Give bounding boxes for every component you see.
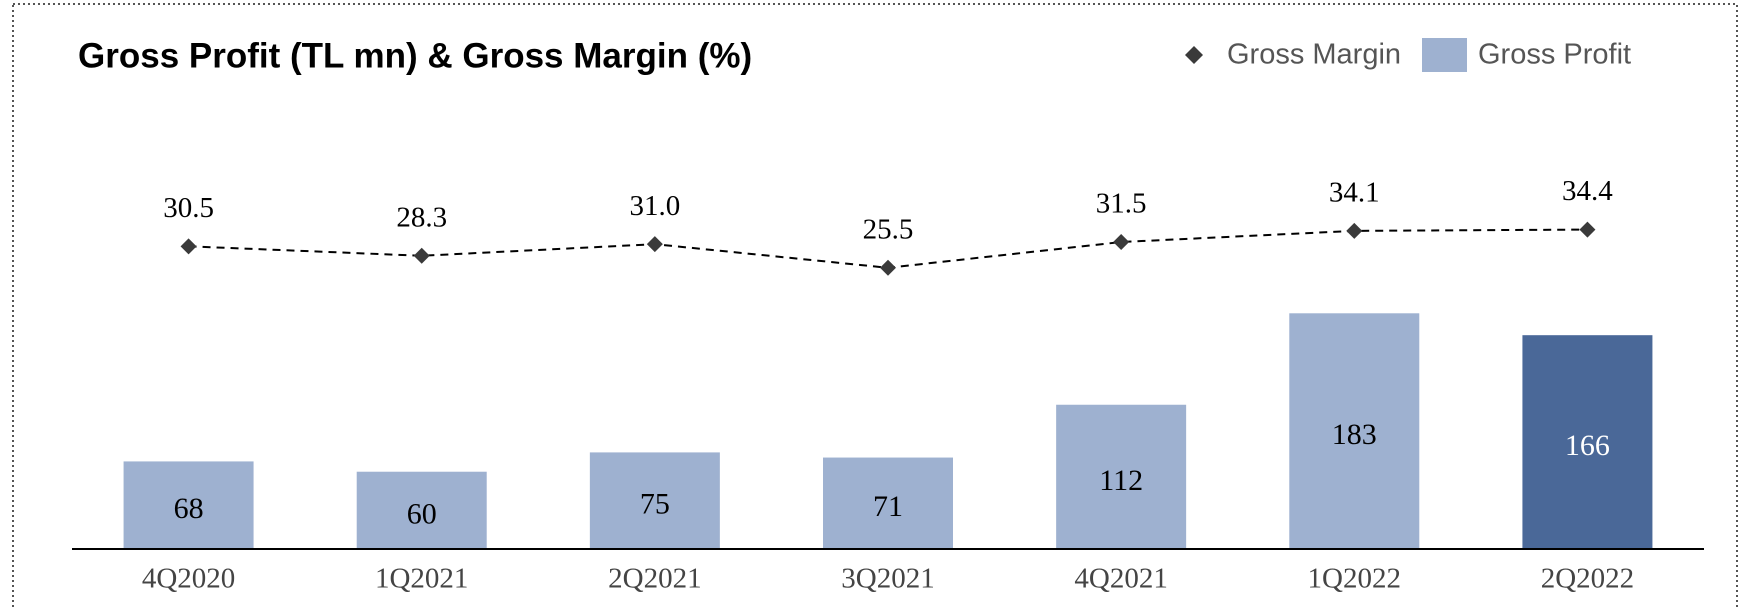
bar (356, 471, 487, 549)
chart-title: Gross Profit (TL mn) & Gross Margin (%) (78, 36, 752, 75)
margin-label: 31.5 (1096, 188, 1147, 220)
x-tick-label: 2Q2022 (1541, 563, 1634, 595)
margin-label: 25.5 (863, 213, 914, 245)
bar (123, 461, 254, 549)
x-tick-label: 3Q2021 (841, 563, 934, 595)
margin-label: 31.0 (629, 190, 680, 222)
margin-marker (646, 236, 663, 253)
legend-swatch (1422, 38, 1467, 72)
x-tick-label: 1Q2021 (375, 563, 468, 595)
margin-marker (413, 247, 430, 264)
margin-marker (1579, 221, 1596, 238)
margin-marker (880, 259, 896, 276)
bar-label: 183 (1332, 418, 1377, 451)
margin-marker (180, 238, 197, 255)
margin-marker (1346, 222, 1363, 239)
x-tick-label: 1Q2022 (1308, 563, 1401, 595)
bar (1289, 313, 1420, 549)
legend-marker (1185, 46, 1203, 64)
x-tick-label: 4Q2020 (142, 563, 235, 595)
x-tick-label: 4Q2021 (1074, 563, 1167, 595)
margin-label: 30.5 (163, 192, 214, 224)
legend-label: Gross Margin (1227, 39, 1401, 71)
bar-label: 60 (407, 497, 437, 530)
bar-label: 68 (174, 492, 204, 525)
legend-label: Gross Profit (1478, 39, 1631, 71)
bar-label: 112 (1099, 464, 1143, 497)
bar-label: 71 (873, 490, 903, 523)
bar (1056, 404, 1187, 549)
margin-label: 34.1 (1329, 177, 1380, 209)
bar (823, 457, 953, 549)
bar-label: 166 (1565, 429, 1610, 462)
x-tick-label: 2Q2021 (608, 563, 701, 595)
margin-label: 28.3 (396, 201, 447, 233)
margin-label: 34.4 (1562, 175, 1613, 207)
bar (589, 452, 720, 549)
bar (1522, 335, 1653, 549)
bar-label: 75 (640, 488, 670, 521)
margin-marker (1113, 234, 1130, 251)
